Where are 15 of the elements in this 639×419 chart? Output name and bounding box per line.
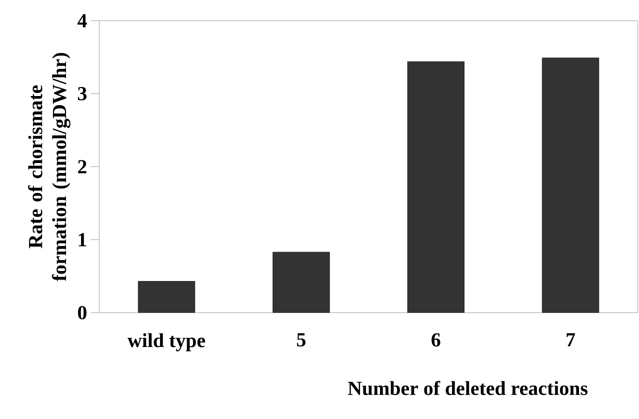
x-tick-label: 5 — [297, 333, 306, 346]
bar — [272, 252, 330, 313]
y-tick-label: 1 — [78, 233, 86, 246]
y-tick-label: 0 — [78, 306, 86, 320]
y-tick-label: 4 — [78, 14, 87, 28]
x-axis-title: Number of deleted reactions — [348, 380, 588, 396]
bar — [542, 58, 600, 313]
y-tick-label: 3 — [78, 87, 87, 100]
y-axis-title: Rate of chorismate formation (mmol/gDW/hr) — [28, 53, 70, 282]
bar — [407, 61, 464, 313]
x-tick-label: 6 — [432, 333, 440, 347]
x-tick-label: wild type — [128, 333, 206, 352]
y-tick-label: 2 — [78, 160, 86, 174]
x-tick-label: 7 — [566, 333, 576, 346]
bar — [138, 281, 196, 313]
